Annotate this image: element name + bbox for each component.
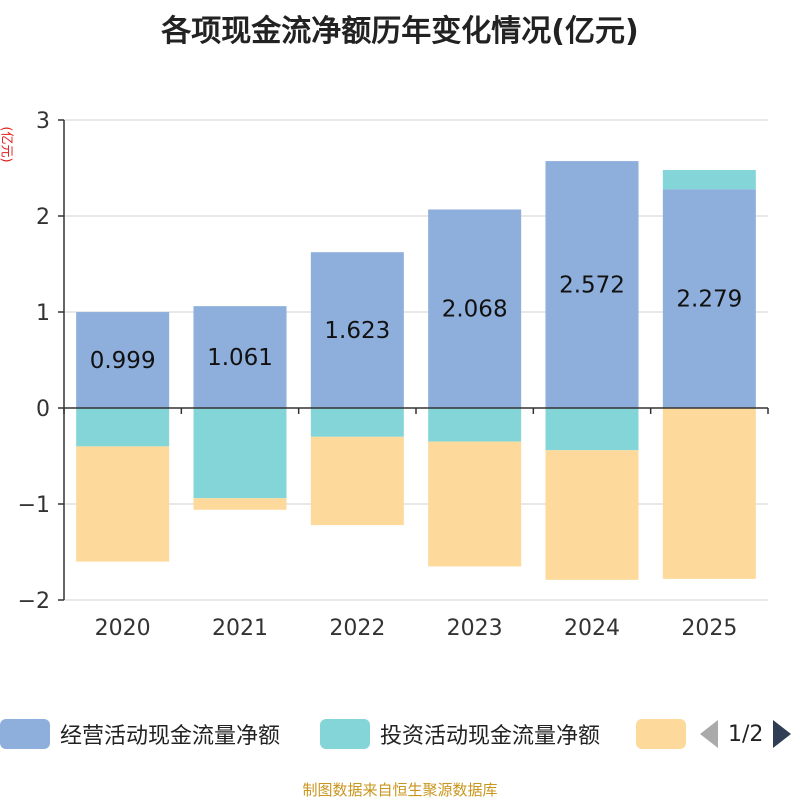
legend-item-investing[interactable]: 投资活动现金流量净额 (320, 716, 600, 752)
bar-s2-2021 (193, 498, 287, 510)
data-label: 0.999 (90, 348, 156, 374)
x-tick-label: 2025 (681, 616, 737, 641)
data-source-footer: 制图数据来自恒生聚源数据库 (302, 781, 498, 799)
legend-item-financing[interactable] (636, 716, 686, 752)
bar-s1-2025 (662, 170, 756, 190)
y-tick-label: −1 (18, 493, 50, 518)
y-tick-label: 3 (36, 109, 50, 134)
y-tick-label: 2 (36, 205, 50, 230)
data-label: 2.572 (559, 273, 625, 299)
x-tick-label: 2020 (95, 616, 151, 641)
legend-label-investing: 投资活动现金流量净额 (380, 724, 601, 749)
data-label: 1.061 (207, 345, 273, 371)
page-indicator: 1/2 (728, 721, 764, 747)
bar-s2-2020 (76, 446, 170, 562)
prev-page-icon[interactable] (700, 720, 718, 748)
bar-s0-2022 (310, 252, 404, 408)
bar-s0-2020 (76, 312, 170, 408)
bar-s0-2023 (428, 209, 522, 408)
chart-title: 各项现金流净额历年变化情况(亿元) (161, 14, 639, 49)
data-label: 2.068 (442, 297, 508, 323)
bar-s1-2021 (193, 408, 287, 499)
x-tick-label: 2021 (212, 616, 268, 641)
bar-s1-2020 (76, 408, 170, 447)
x-tick-label: 2024 (564, 616, 620, 641)
next-page-icon[interactable] (773, 720, 792, 748)
bar-chart: 3 2 1 0 −1 −2 0.999 2020 1.061 2021 1.623 2022 2.068… (18, 109, 769, 641)
legend-label-operating: 经营活动现金流量净额 (60, 724, 281, 749)
legend-swatch-financing (636, 719, 686, 749)
bar-s2-2024 (545, 450, 639, 580)
bar-s1-2023 (428, 408, 522, 442)
legend: 经营活动现金流量净额 投资活动现金流量净额 (0, 716, 800, 756)
bar-s0-2025 (662, 189, 756, 408)
data-label: 2.279 (676, 287, 742, 313)
legend-swatch-operating (0, 719, 50, 749)
legend-item-operating[interactable]: 经营活动现金流量净额 (0, 716, 280, 752)
bar-s2-2025 (662, 408, 756, 579)
bar-s2-2023 (428, 441, 522, 567)
y-tick-label: 1 (36, 301, 50, 326)
x-tick-label: 2022 (329, 616, 385, 641)
legend-pager: 1/2 (700, 716, 792, 752)
bar-s1-2022 (310, 408, 404, 437)
bar-s1-2024 (545, 408, 639, 451)
data-label: 1.623 (324, 318, 390, 344)
y-tick-label: 0 (36, 397, 50, 422)
x-tick-label: 2023 (447, 616, 503, 641)
bar-s2-2022 (310, 436, 404, 526)
bar-s0-2024 (545, 161, 639, 408)
bar-s0-2021 (193, 306, 287, 408)
y-tick-label: −2 (18, 589, 50, 614)
legend-swatch-investing (320, 719, 370, 749)
